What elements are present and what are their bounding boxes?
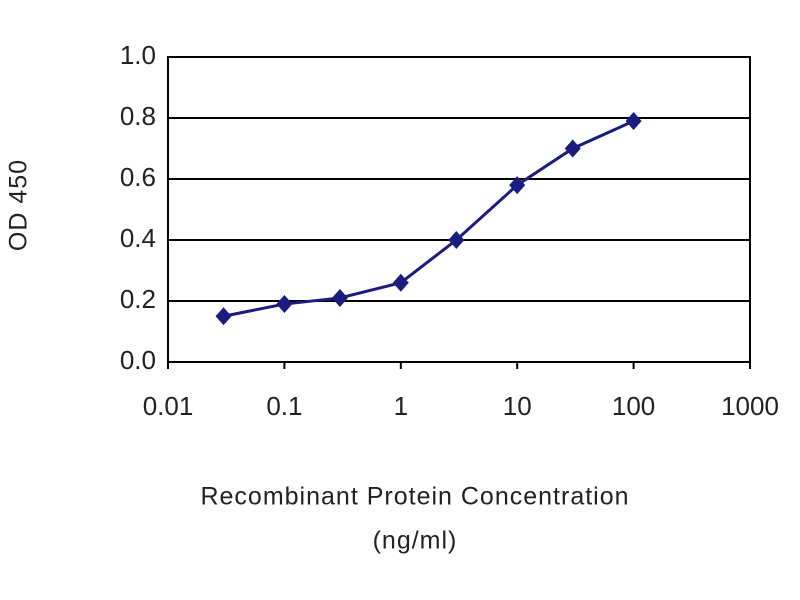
- x-tick-label: 0.01: [143, 391, 194, 421]
- series-line: [223, 119, 635, 318]
- data-point: [276, 295, 293, 314]
- data-point: [564, 139, 581, 158]
- y-axis-label: OD 450: [5, 159, 33, 251]
- x-tick-label: 100: [612, 391, 655, 421]
- y-tick-label: 0.6: [120, 162, 156, 192]
- x-tick-label: 0.1: [266, 391, 302, 421]
- data-point: [509, 176, 526, 195]
- x-tick-label: 1: [394, 391, 408, 421]
- data-point: [215, 307, 232, 326]
- data-point: [448, 231, 465, 249]
- y-tick-label: 1.0: [120, 40, 156, 70]
- plot-frame: [167, 56, 751, 363]
- data-point: [331, 288, 348, 307]
- x-axis-label: (ng/ml): [373, 527, 458, 555]
- y-tick-label: 0.0: [120, 345, 156, 375]
- y-tick-label: 0.2: [120, 284, 156, 314]
- data-point: [392, 273, 409, 292]
- x-axis-label: Recombinant Protein Concentration: [200, 483, 629, 511]
- x-tick-label: 1000: [721, 391, 779, 421]
- x-tick-label: 10: [503, 391, 532, 421]
- y-tick-label: 0.8: [120, 101, 156, 131]
- data-point: [625, 112, 642, 131]
- y-tick-label: 0.4: [120, 223, 156, 253]
